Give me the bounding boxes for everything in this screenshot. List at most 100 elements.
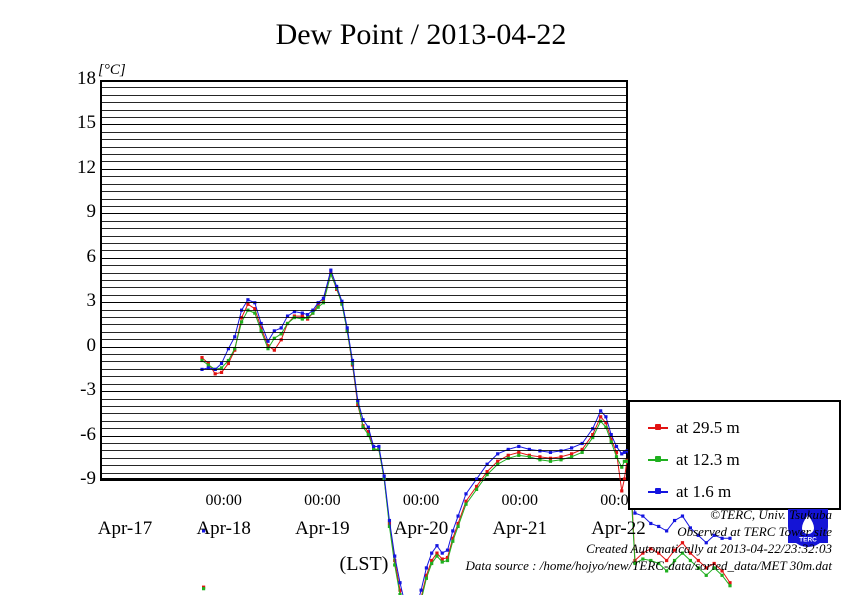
gridline-49: [100, 443, 628, 444]
gridline-33: [100, 324, 628, 325]
data-point-at-1-6-m-7: [246, 298, 249, 301]
gridline-39: [100, 369, 628, 370]
data-point-at-1-6-m-12: [280, 326, 283, 329]
gridline-41: [100, 384, 628, 385]
gridline-51: [100, 458, 628, 459]
x-time-label-1: 00:00: [287, 492, 357, 510]
gridline-18: [100, 213, 628, 214]
data-point-at-29-5-m-55: [570, 452, 573, 455]
data-point-at-1-6-m-15: [301, 312, 304, 315]
x-date-label-1: Apr-18: [179, 518, 269, 540]
y-tick-label--6: -6: [60, 424, 96, 446]
gridline-42: [100, 391, 628, 392]
chart-title: Dew Point / 2013-04-22: [0, 18, 842, 52]
gridline-19: [100, 221, 628, 222]
data-point-at-1-6-m-16: [306, 313, 309, 316]
gridline-9: [100, 147, 628, 148]
data-point-at-12-3-m-50: [517, 454, 520, 457]
y-tick-label-3: 3: [60, 290, 96, 312]
data-point-at-1-6-m-30: [383, 474, 386, 477]
legend-item-1: at 12.3 m: [648, 450, 740, 470]
data-point-at-12-3-m-43: [451, 540, 454, 543]
gridline-53: [100, 473, 628, 474]
gridline-34: [100, 332, 628, 333]
x-date-label-4: Apr-21: [475, 518, 565, 540]
data-point-at-1-6-m-61: [615, 445, 618, 448]
gridline-5: [100, 117, 628, 118]
gridline-14: [100, 184, 628, 185]
data-point-at-1-6-m-55: [570, 446, 573, 449]
y-tick-label--3: -3: [60, 379, 96, 401]
data-point-at-1-6-m-40: [435, 544, 438, 547]
data-point-at-29-5-m-49: [507, 454, 510, 457]
gridline-40: [100, 376, 628, 377]
gridline-13: [100, 176, 628, 177]
data-point-at-1-6-m-70: [665, 529, 668, 532]
gridline-23: [100, 250, 628, 251]
data-point-at-1-6-m-48: [496, 452, 499, 455]
data-point-at-29-5-m-11: [273, 349, 276, 352]
data-point-at-1-6-m-37: [420, 589, 423, 592]
y-tick-label-12: 12: [60, 157, 96, 179]
data-point-at-12-3-m-1: [207, 363, 210, 366]
x-date-label-2: Apr-19: [277, 518, 367, 540]
x-time-label-3: 00:00: [485, 492, 555, 510]
legend-label-2: at 1.6 m: [676, 482, 731, 502]
legend-swatch-1: [648, 459, 668, 461]
x-time-label-2: 00:00: [386, 492, 456, 510]
gridline-21: [100, 236, 628, 237]
gridline-30: [100, 302, 628, 303]
chart-container: Dew Point / 2013-04-22 [°C] 18 15 12 9 6 3 0 -3…: [0, 0, 842, 595]
data-point-at-29-5-m-48: [496, 460, 499, 463]
gridline-36: [100, 347, 628, 348]
gridline-52: [100, 465, 628, 466]
gridline-0: [100, 80, 628, 81]
gridline-32: [100, 317, 628, 318]
gridline-3: [100, 102, 628, 103]
gridline-54: [100, 480, 628, 481]
gridline-43: [100, 399, 628, 400]
y-tick-label-15: 15: [60, 112, 96, 134]
gridline-50: [100, 450, 628, 451]
legend-label-1: at 12.3 m: [676, 450, 740, 470]
data-point-at-1-6-m-20: [329, 269, 332, 272]
data-point-at-29-5-m-2: [214, 372, 217, 375]
gridline-4: [100, 110, 628, 111]
gridline-20: [100, 228, 628, 229]
gridline-8: [100, 139, 628, 140]
data-point-at-1-6-m-23: [346, 326, 349, 329]
gridline-10: [100, 154, 628, 155]
legend-box: at 29.5 m at 12.3 m at 1.6 m: [628, 400, 841, 510]
x-date-label-3: Apr-20: [376, 518, 466, 540]
y-tick-label--9: -9: [60, 468, 96, 490]
gridline-15: [100, 191, 628, 192]
data-point-at-1-6-m-42: [446, 549, 449, 552]
gridline-48: [100, 436, 628, 437]
footer-datasource: Data source : /home/hojyo/new/TERC-data/…: [465, 556, 832, 576]
legend-swatch-0: [648, 427, 668, 429]
data-point-at-1-6-m-5: [233, 335, 236, 338]
gridline-27: [100, 280, 628, 281]
data-point-at-1-6-m-72: [681, 514, 684, 517]
data-point-at-1-6-m-58: [599, 409, 602, 412]
data-point-at-12-3-m-18: [317, 306, 320, 309]
gridline-44: [100, 406, 628, 407]
data-point-at-12-3-m-79: [202, 587, 205, 590]
legend-item-0: at 29.5 m: [648, 418, 740, 438]
gridline-46: [100, 421, 628, 422]
data-point-at-12-3-m-53: [549, 460, 552, 463]
y-tick-label-18: 18: [60, 68, 96, 90]
gridline-37: [100, 354, 628, 355]
y-tick-label-9: 9: [60, 201, 96, 223]
legend-swatch-2: [648, 491, 668, 493]
y-axis-unit-label: [°C]: [98, 62, 126, 79]
data-point-at-12-3-m-38: [425, 577, 428, 580]
y-tick-label-6: 6: [60, 246, 96, 268]
legend-label-0: at 29.5 m: [676, 418, 740, 438]
data-point-at-12-3-m-8: [253, 312, 256, 315]
gridline-26: [100, 273, 628, 274]
legend-item-2: at 1.6 m: [648, 482, 731, 502]
data-point-at-1-6-m-45: [464, 492, 467, 495]
y-tick-label-0: 0: [60, 335, 96, 357]
data-point-at-1-6-m-71: [673, 519, 676, 522]
